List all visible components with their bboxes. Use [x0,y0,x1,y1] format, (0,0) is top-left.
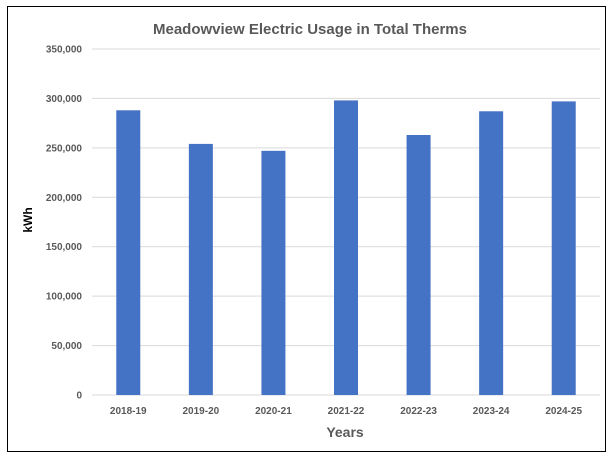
x-tick-label: 2018-19 [110,406,147,417]
bar-2021-22 [334,100,358,396]
y-tick-label: 50,000 [51,341,82,352]
bar-2024-25 [551,101,576,395]
x-tick-label: 2023-24 [473,406,510,417]
y-tick-label: 350,000 [46,45,83,56]
y-tick-label: 250,000 [46,143,83,154]
x-tick-labels: 2018-19 2019-20 2020-21 2021-22 2022-23 2023-… [110,406,583,417]
chart-title: Meadowview Electric Usage in Total Therm… [153,21,467,38]
x-tick-label: 2021-22 [328,406,365,417]
y-tick-label: 100,000 [46,292,83,303]
bar-2022-23 [406,135,431,395]
x-tick-label: 2020-21 [255,406,292,417]
y-tick-label: 200,000 [46,193,83,204]
chart-frame [7,6,606,452]
y-axis-title: kWh [21,207,35,232]
x-tick-label: 2024-25 [545,406,582,417]
x-axis-title: Years [326,424,364,440]
y-tick-label: 150,000 [46,242,83,253]
bar-2020-21 [261,150,286,395]
bars [116,100,576,396]
x-tick-label: 2022-23 [400,406,437,417]
bar-2018-19 [116,110,141,395]
bar-2019-20 [188,143,213,395]
y-tick-label: 300,000 [46,94,83,105]
y-tick-labels: 0 50,000 100,000 150,000 200,000 250,000 300,0… [46,45,83,402]
bar-2023-24 [479,111,504,395]
x-tick-label: 2019-20 [183,406,220,417]
y-tick-label: 0 [76,391,82,402]
